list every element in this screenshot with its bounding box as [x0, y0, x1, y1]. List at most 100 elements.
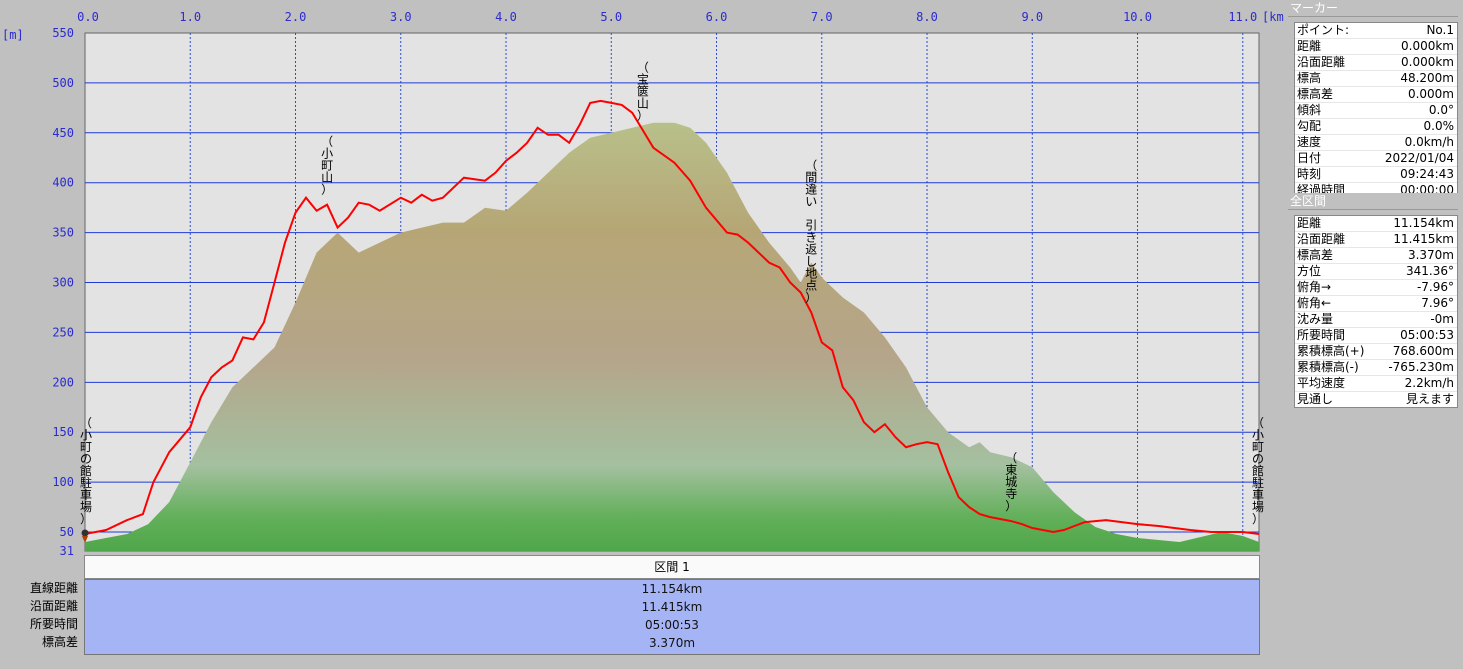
info-value: 11.415km [1393, 232, 1454, 246]
x-axis-ticks: 0.0 1.0 2.0 3.0 4.0 5.0 6.0 7.0 8.0 9.0 10.0 11.0 [77, 10, 1257, 24]
info-value: -0m [1430, 312, 1454, 326]
info-label: 標高 [1297, 71, 1322, 85]
info-value: 0.000km [1401, 55, 1454, 69]
info-label: 方位 [1297, 264, 1322, 278]
elevation-track-line [84, 99, 1260, 535]
x-tick-label: 5.0 [600, 10, 622, 24]
info-label: 速度 [1297, 135, 1322, 149]
info-value: 09:24:43 [1400, 167, 1454, 181]
info-label: 俯角→ [1297, 280, 1332, 294]
info-label: 沿面距離 [1297, 232, 1346, 246]
segment-values-table[interactable]: 11.154km 11.415km 05:00:53 3.370m [84, 579, 1260, 655]
segment-row-label: 所要時間 [29, 617, 78, 631]
annotation-label: （宝篋山） [637, 60, 649, 122]
x-tick-label: 11.0 [1228, 10, 1257, 24]
point-annotations: （小町の館駐車場） （小町山） （宝篋山） （間違い 引き返し地点） （東城寺） （小町の… [80, 60, 1264, 526]
info-row: 俯角← 7.96° [1295, 296, 1457, 312]
y-axis-unit: [m] [2, 28, 24, 42]
info-row: 速度 0.0km/h [1295, 135, 1457, 151]
info-label: 沈み量 [1297, 312, 1334, 326]
y-tick-label: 31 [60, 544, 74, 555]
info-value: 48.200m [1400, 71, 1454, 85]
y-tick-label: 550 [52, 26, 74, 40]
x-axis-unit: [km] [1262, 10, 1285, 24]
y-axis-ticks: 550 500 450 400 350 300 250 200 150 100 50 31 [52, 26, 74, 555]
y-tick-label: 300 [52, 276, 74, 290]
info-row: ポイント: No.1 [1295, 23, 1457, 39]
info-row: 標高差 0.000m [1295, 87, 1457, 103]
info-row: 時刻 09:24:43 [1295, 167, 1457, 183]
y-tick-label: 150 [52, 425, 74, 439]
info-value: 0.000km [1401, 39, 1454, 53]
info-row: 日付 2022/01/04 [1295, 151, 1457, 167]
info-value: -765.230m [1388, 360, 1454, 374]
total-panel: 全区間 距離 11.154km 沿面距離 11.415km 標高差 3.370m 方位 341… [1288, 193, 1458, 408]
info-row: 沈み量 -0m [1295, 312, 1457, 328]
info-value: No.1 [1426, 23, 1454, 37]
segment-row-label: 標高差 [41, 635, 78, 649]
info-row: 標高 48.200m [1295, 71, 1457, 87]
info-value: 2022/01/04 [1384, 151, 1454, 165]
y-tick-label: 400 [52, 176, 74, 190]
marker-panel-title: マーカー [1288, 0, 1458, 17]
info-row: 累積標高(-) -765.230m [1295, 360, 1457, 376]
info-value: 768.600m [1392, 344, 1454, 358]
info-value: -7.96° [1416, 280, 1454, 294]
info-label: 標高差 [1297, 248, 1334, 262]
info-row: 沿面距離 11.415km [1295, 232, 1457, 248]
y-tick-label: 100 [52, 475, 74, 489]
info-value: 05:00:53 [1400, 328, 1454, 342]
annotation-label: （間違い 引き返し地点） [805, 158, 817, 304]
info-row: 傾斜 0.0° [1295, 103, 1457, 119]
info-value: 0.0° [1428, 103, 1454, 117]
info-value: 0.0km/h [1404, 135, 1454, 149]
info-label: 時刻 [1297, 167, 1322, 181]
info-row: 勾配 0.0% [1295, 119, 1457, 135]
y-tick-label: 200 [52, 375, 74, 389]
info-label: 距離 [1297, 39, 1322, 53]
info-label: 沿面距離 [1297, 55, 1346, 69]
elevation-profile-chart[interactable]: 0.0 1.0 2.0 3.0 4.0 5.0 6.0 7.0 8.0 9.0 10.0 11.0 5… [0, 0, 1285, 555]
terrain-ground-area [85, 122, 1259, 552]
info-label: 距離 [1297, 216, 1322, 230]
info-row: 俯角→ -7.96° [1295, 280, 1457, 296]
segment-row-value: 05:00:53 [645, 618, 699, 632]
x-tick-label: 8.0 [916, 10, 938, 24]
info-label: 所要時間 [1297, 328, 1346, 342]
total-info-table: 距離 11.154km 沿面距離 11.415km 標高差 3.370m 方位 341.36°… [1294, 215, 1458, 408]
segment-row-value: 3.370m [648, 636, 696, 650]
info-label: 勾配 [1297, 119, 1322, 133]
info-value: 341.36° [1406, 264, 1454, 278]
y-tick-label: 350 [52, 226, 74, 240]
segment-row-value: 11.154km [641, 582, 703, 596]
x-tick-label: 0.0 [77, 10, 99, 24]
segment-row-label: 直線距離 [29, 581, 78, 595]
info-label: 傾斜 [1297, 103, 1322, 117]
info-label: 日付 [1297, 151, 1322, 165]
info-row: 標高差 3.370m [1295, 248, 1457, 264]
start-marker-icon[interactable] [81, 529, 89, 544]
info-row: 距離 11.154km [1295, 216, 1457, 232]
x-tick-label: 2.0 [285, 10, 307, 24]
info-label: 累積標高(-) [1297, 360, 1359, 374]
x-tick-label: 4.0 [495, 10, 517, 24]
info-row: 累積標高(+) 768.600m [1295, 344, 1457, 360]
marker-info-table: ポイント: No.1 距離 0.000km 沿面距離 0.000km 標高 48.200m 標高… [1294, 22, 1458, 199]
x-tick-label: 10.0 [1123, 10, 1152, 24]
x-tick-label: 7.0 [811, 10, 833, 24]
marker-panel: マーカー ポイント: No.1 距離 0.000km 沿面距離 0.000km 標高 48.2… [1288, 0, 1458, 199]
info-label: 俯角← [1297, 296, 1332, 310]
x-tick-label: 3.0 [390, 10, 412, 24]
total-panel-title: 全区間 [1288, 193, 1458, 210]
info-row: 方位 341.36° [1295, 264, 1457, 280]
info-value: 2.2km/h [1404, 376, 1454, 390]
info-label: 平均速度 [1297, 376, 1346, 390]
info-label: ポイント: [1297, 23, 1350, 37]
annotation-label: （小町の館駐車場） [80, 416, 92, 526]
x-tick-label: 9.0 [1021, 10, 1043, 24]
info-value: 見えます [1405, 392, 1454, 406]
info-row: 平均速度 2.2km/h [1295, 376, 1457, 392]
info-value: 7.96° [1421, 296, 1454, 310]
segment-header[interactable]: 区間 1 [84, 555, 1260, 579]
info-label: 見通し [1297, 392, 1334, 406]
